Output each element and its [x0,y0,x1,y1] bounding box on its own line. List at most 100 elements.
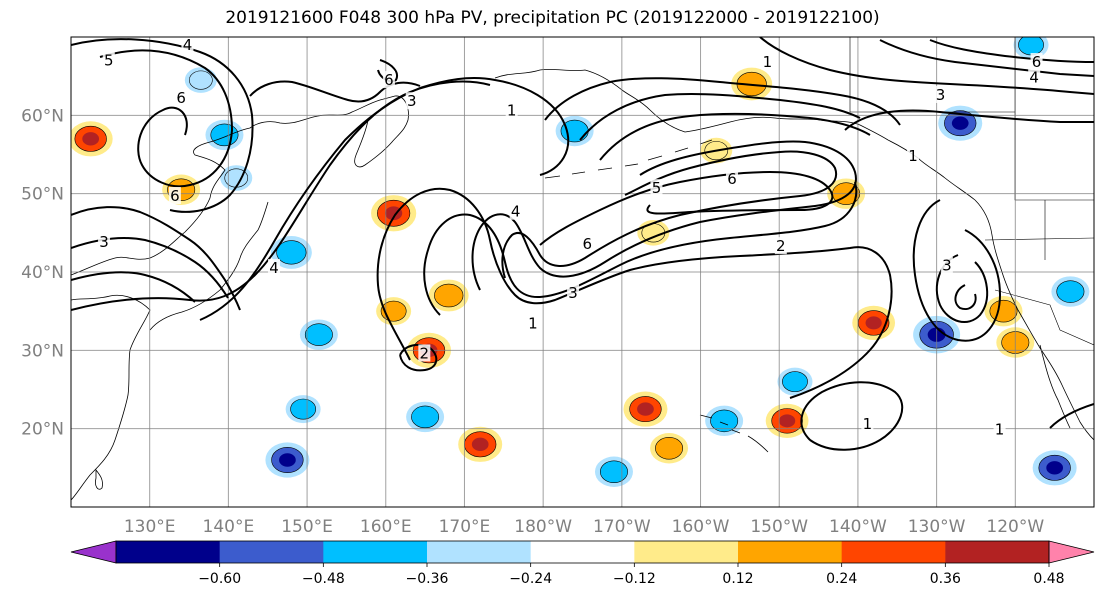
pv-contour [912,199,1002,342]
pv-label: 4 [183,36,193,54]
pv-label: 6 [170,187,180,205]
colorbar-segment [116,541,221,563]
x-tick-label: 130°W [908,517,966,537]
pv-label: 2 [776,237,786,255]
precip-region [1056,280,1085,303]
precip-region [304,323,333,346]
y-tick-label: 30°N [21,341,64,361]
coastline-baja [1039,344,1071,429]
colorbar-tick-label: −0.36 [406,571,449,587]
x-tick-label: 140°W [829,517,887,537]
colorbar-tick-label: 0.36 [930,571,961,587]
colorbar-segment [530,541,635,563]
pv-contour [423,181,858,316]
pv-label: 6 [384,71,394,89]
pv-label-bg [505,101,518,119]
pv-label-bg [1028,68,1041,86]
pv-label-bg [993,420,1006,438]
pv-label: 6 [727,170,737,188]
pv-label-bg [774,237,787,255]
colorbar-segment [323,541,428,563]
x-tick-label: 170°E [439,517,491,537]
x-tick-label: 150°E [281,517,333,537]
precip-region [655,437,684,460]
y-tick-labels: 20°N 30°N 40°N 50°N 60°N [21,106,64,439]
pv-label-bg [650,179,663,197]
x-tick-label: 140°E [203,517,255,537]
x-tick-label: 180°W [514,517,572,537]
precip-region [290,398,317,420]
colorbar-extend-low [70,540,117,564]
colorbar: −0.60 −0.48 −0.36 −0.24 −0.12 0.12 0.24 0.36 0.4… [70,540,1095,587]
pv-label-bg [175,89,188,107]
pv-contour [800,381,904,451]
x-tick-label: 160°W [672,517,730,537]
pv-label: 1 [863,415,873,433]
precip-region-core [637,402,654,416]
coastline-china [71,294,151,501]
pv-contour [759,37,1094,95]
pv-label-bg [509,202,522,220]
pv-label-bg [405,92,418,110]
pv-label: 3 [99,233,109,251]
pv-label-bg [526,314,539,332]
pv-label: 2 [420,344,430,362]
precip-region [989,299,1018,323]
pv-label-bg [761,53,774,71]
pv-contour [1049,403,1094,429]
pv-contour [71,206,241,311]
precip-region [210,123,239,147]
pv-label-bg [934,85,947,103]
pv-label-bg [726,169,739,187]
pv-contour [501,150,838,279]
pv-contour [377,59,398,83]
pv-label-bg [98,233,111,251]
pv-label-bg [1030,53,1043,71]
x-tick-label: 170°W [593,517,651,537]
pv-label-bg [268,259,281,277]
pv-label: 3 [568,284,578,302]
colorbar-tick-label: −0.48 [302,571,345,587]
x-tick-label: 160°E [360,517,412,537]
y-tick-label: 40°N [21,263,64,283]
coastline-taiwan [95,468,103,490]
precip-region [411,405,440,429]
colorbar-extend-high [1048,540,1095,564]
chart-title: 2019121600 F048 300 hPa PV, precipitatio… [225,8,880,28]
pv-label: 1 [995,420,1005,438]
precip-region-core [778,414,796,428]
precip-region-core [471,437,489,452]
colorbar-segment [738,541,843,563]
pv-contour [929,39,1094,63]
precip-region-core [1046,461,1064,475]
pv-label: 1 [763,53,773,71]
pv-label: 4 [269,259,279,277]
x-tick-labels: 130°E 140°E 150°E 160°E 170°E 180°W 170°W 160°W… [124,517,1045,537]
pv-label: 3 [942,257,952,275]
pv-contour [544,77,901,126]
coastline-aleutians [544,139,713,179]
x-tick-label: 130°E [124,517,176,537]
pv-label-bg [907,147,920,165]
pv-label: 5 [104,52,114,70]
coastline-korea [149,201,269,331]
coastline-hawaii [699,414,769,453]
pv-label-bg [567,284,580,302]
precip-region-outer [350,0,391,30]
precip-region-core [82,132,100,146]
pv-label: 1 [507,102,517,120]
pv-label-bg [861,414,874,432]
pv-label: 5 [652,179,662,197]
pv-label-bg [168,187,181,205]
precip-region [782,371,808,393]
pv-label-bg [418,344,431,362]
colorbar-tick-label: 0.48 [1033,571,1064,587]
pv-contour [71,38,254,213]
precip-region [189,70,213,90]
x-tick-label: 120°W [986,517,1044,537]
colorbar-tick-label: −0.60 [198,571,241,587]
precip-region [710,409,739,433]
pv-label-bg [181,35,194,53]
